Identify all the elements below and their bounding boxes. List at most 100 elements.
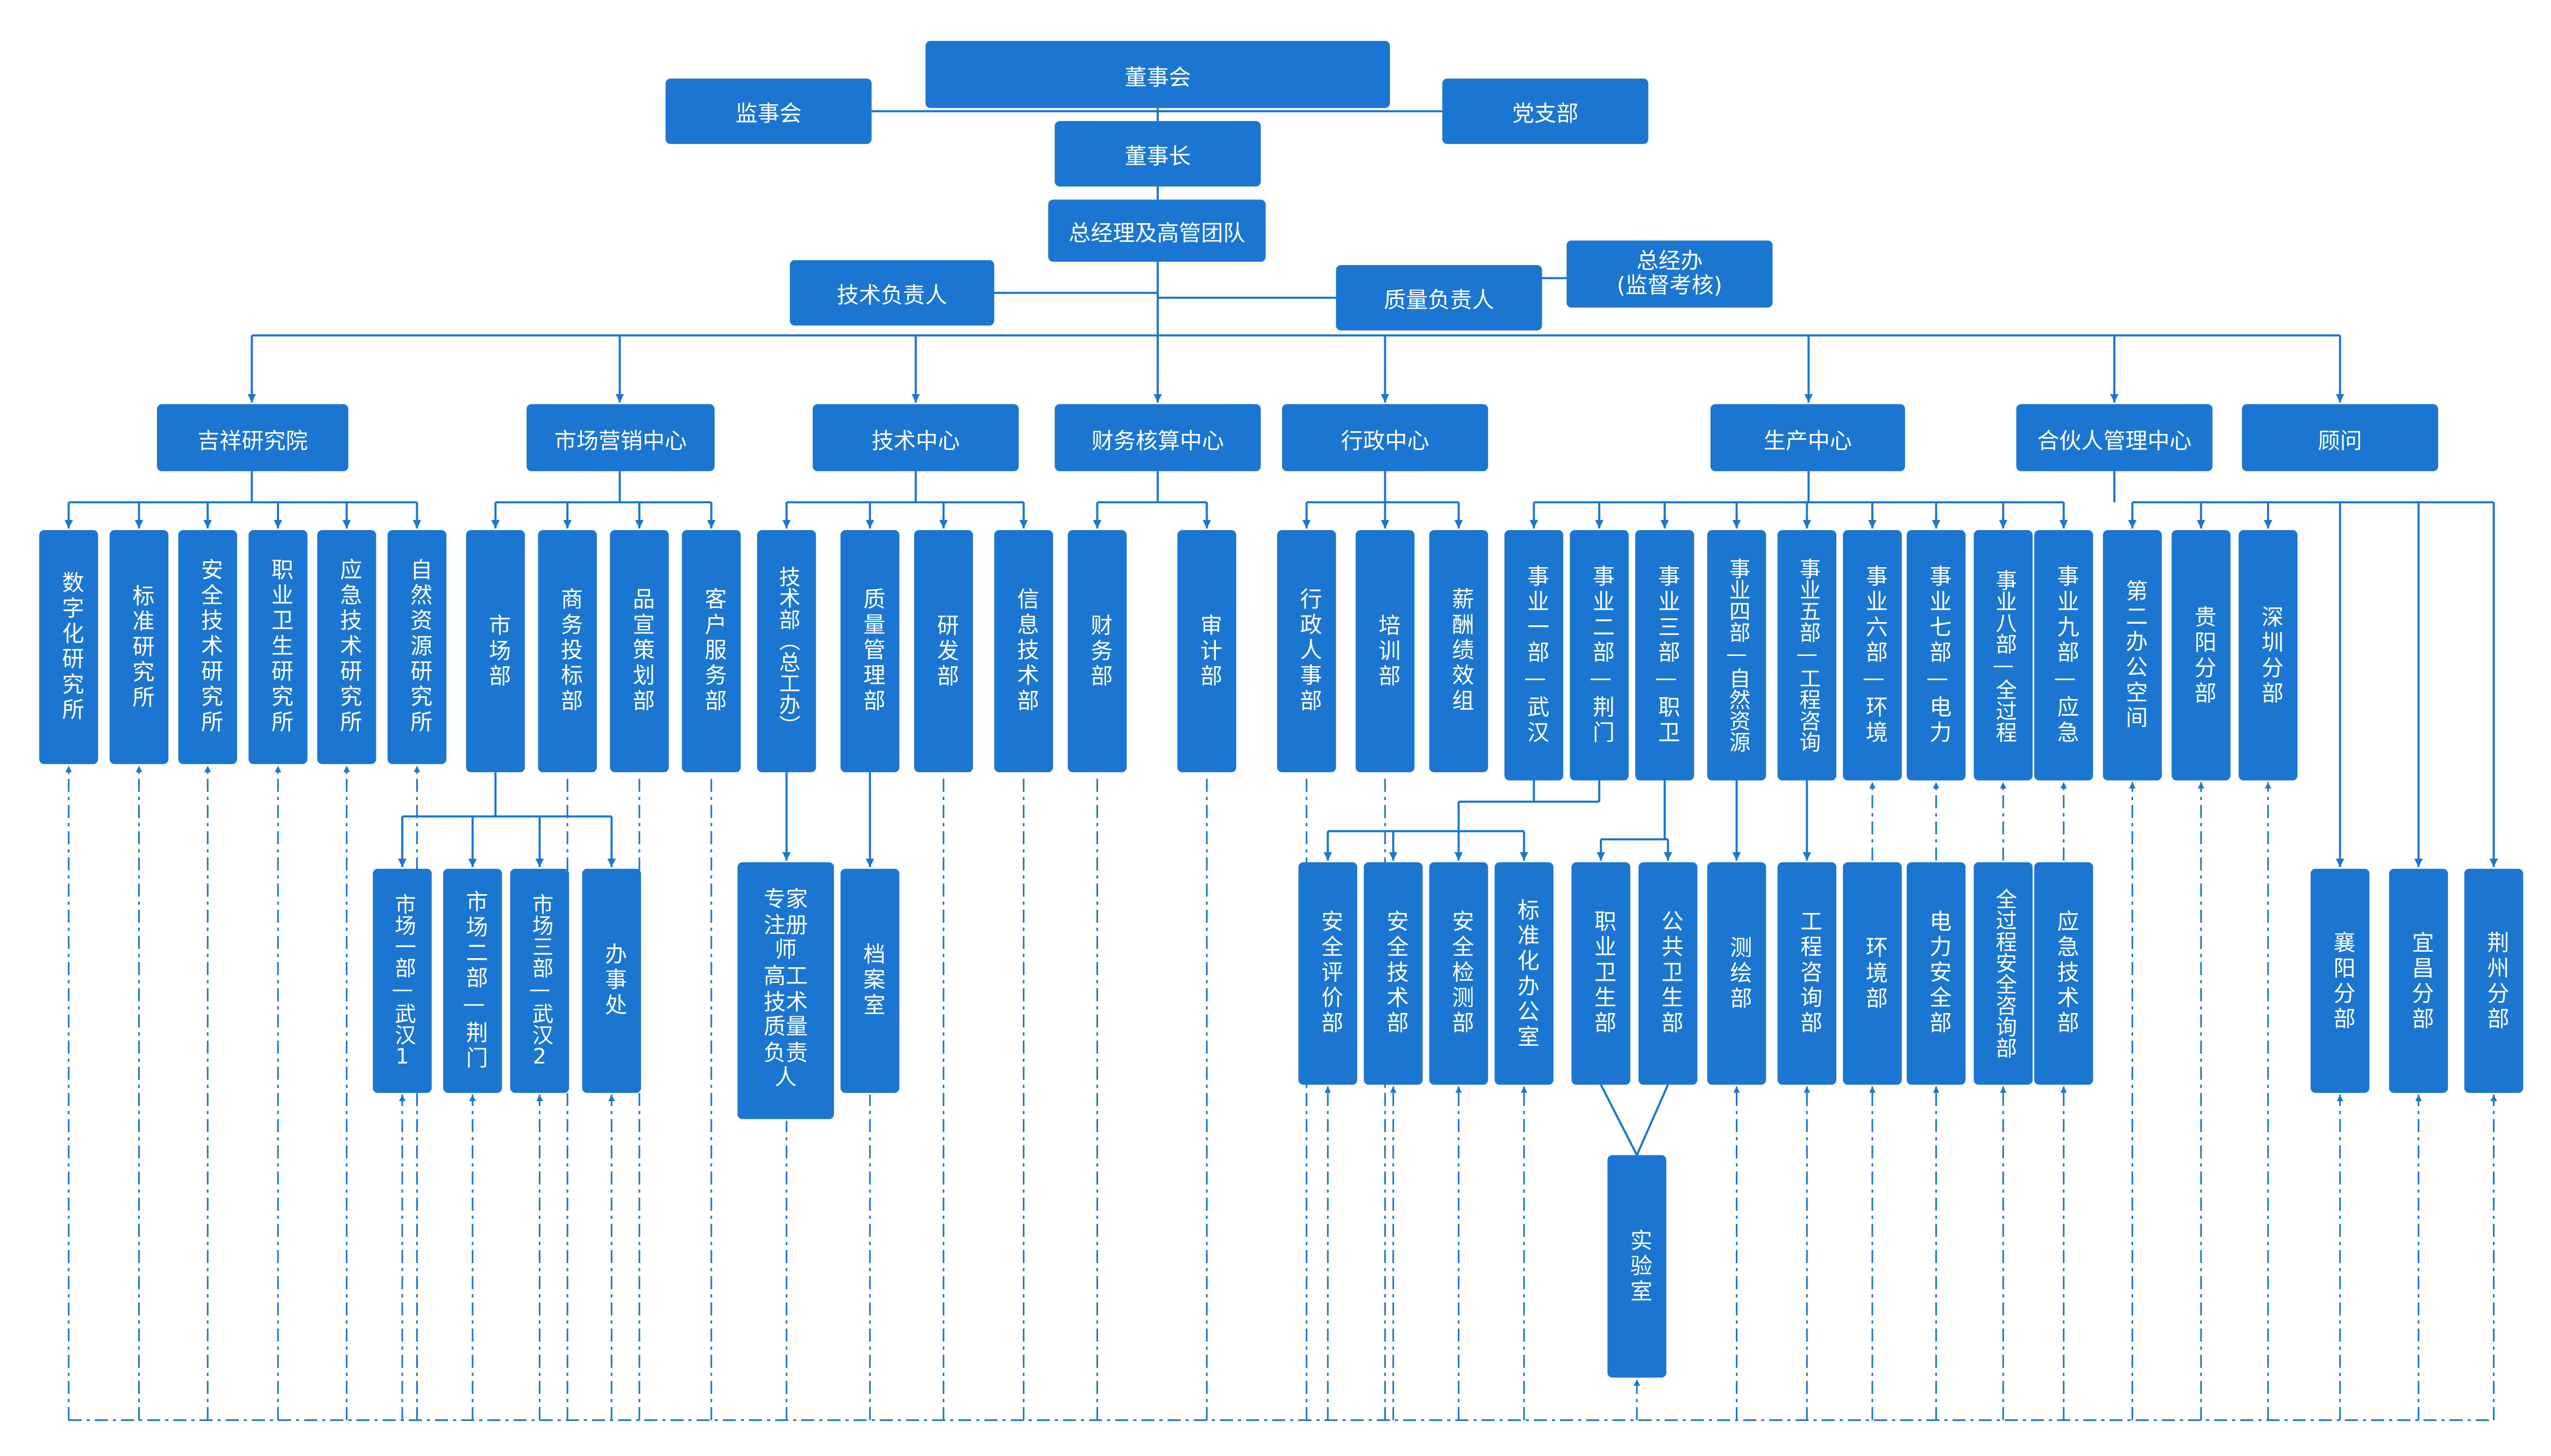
org-node-label: 监事会 [735,101,802,128]
org-node-xinxi[interactable]: 信息技术部 [994,530,1053,773]
org-node-shiyanshi[interactable]: 实验室 [1607,1155,1666,1378]
org-node-jixiang[interactable]: 吉祥研究院 [156,404,348,472]
org-node-dangzhibu[interactable]: 党支部 [1442,78,1649,144]
org-node-quanguocheng[interactable]: 全过程安全咨询部 [1973,862,2033,1085]
org-node-label: 商务投标部 [555,588,582,715]
org-node-zhiliangguanli[interactable]: 质量管理部 [840,530,900,773]
org-node-zhuanjia[interactable]: 专家注册师 高工技术质量负责人 [737,862,834,1119]
org-node-anquanjishu[interactable]: 安全技术部 [1364,862,1423,1085]
org-node-label: 信息技术部 [1011,588,1038,715]
org-node-dongshizhang[interactable]: 董事长 [1054,121,1261,187]
org-node-label: 专家注册师 高工技术质量负责人 [764,887,808,1091]
org-node-sy6[interactable]: 事业六部—环境 [1843,530,1902,781]
org-node-anquanjishu_yjs[interactable]: 安全技术研究所 [178,530,237,765]
org-node-gongchengzixun[interactable]: 工程咨询部 [1777,862,1837,1085]
org-node-label: 应急技术部 [2051,910,2078,1037]
org-node-label: 事业一部—武汉 [1522,564,1549,746]
org-node-yanfa[interactable]: 研发部 [914,530,973,773]
org-node-zhiyeweisheng[interactable]: 职业卫生部 [1571,862,1630,1085]
org-node-label: 行政中心 [1341,427,1429,454]
org-node-caiwubu[interactable]: 财务部 [1067,530,1127,773]
org-node-zhiliangfuzeren[interactable]: 质量负责人 [1336,265,1542,331]
org-node-label: 事业九部—应急 [2051,564,2078,746]
org-node-sy7[interactable]: 事业七部—电力 [1906,530,1966,781]
org-node-zhiyeweisheng_yjs[interactable]: 职业卫生研究所 [248,530,308,765]
org-node-di2ban[interactable]: 第二办公空间 [2103,530,2162,781]
org-node-sc2[interactable]: 市场二部—荆门 [443,868,502,1093]
org-node-label: 市场一部—武汉1 [390,892,415,1069]
org-node-biaozhunhua[interactable]: 标准化办公室 [1494,862,1554,1085]
org-node-xinchou[interactable]: 薪酬绩效组 [1429,530,1488,773]
org-node-xingzheng[interactable]: 行政中心 [1282,404,1488,472]
org-node-jishufuzeren[interactable]: 技术负责人 [789,260,994,326]
org-node-gonggongweisheng[interactable]: 公共卫生部 [1638,862,1698,1085]
org-node-label: 财务部 [1085,613,1112,689]
org-node-sy4[interactable]: 事业四部—自然资源 [1707,530,1766,781]
org-node-caiwu[interactable]: 财务核算中心 [1054,404,1261,472]
org-node-label: 技术部（总工办） [774,566,799,737]
org-node-sy5[interactable]: 事业五部—工程咨询 [1777,530,1837,781]
org-node-label: 标准研究所 [127,583,154,711]
org-node-hehuoren[interactable]: 合伙人管理中心 [2016,404,2213,472]
org-node-sc3[interactable]: 市场三部—武汉2 [510,868,569,1093]
org-node-label: 审计部 [1195,613,1221,689]
org-node-label: 总经办 (监督考核) [1616,248,1722,299]
org-node-label: 工程咨询部 [1795,910,1821,1037]
org-node-shenji[interactable]: 审计部 [1177,530,1236,773]
org-node-dangan[interactable]: 档案室 [840,868,900,1093]
org-node-dongshihui[interactable]: 董事会 [925,41,1390,108]
org-node-xingzhengrenshi[interactable]: 行政人事部 [1277,530,1336,773]
org-node-jingzhou[interactable]: 荆州分部 [2464,868,2524,1093]
org-node-guiyang[interactable]: 贵阳分部 [2171,530,2231,781]
org-node-shengchan[interactable]: 生产中心 [1710,404,1905,472]
org-node-guwen[interactable]: 顾问 [2242,404,2439,472]
org-node-anquanjiance[interactable]: 安全检测部 [1429,862,1488,1085]
org-node-shuzihua[interactable]: 数字化研究所 [39,530,98,765]
org-node-shangwu[interactable]: 商务投标部 [538,530,597,773]
org-node-sy2[interactable]: 事业二部—荆门 [1570,530,1629,781]
org-node-jishubu[interactable]: 技术部（总工办） [757,530,816,773]
org-node-label: 薪酬绩效组 [1446,588,1473,715]
org-node-label: 深圳分部 [2256,604,2283,706]
org-node-label: 质量管理部 [858,588,885,715]
org-node-label: 职业卫生研究所 [266,558,293,736]
org-node-label: 安全检测部 [1446,910,1473,1037]
org-node-banshichu[interactable]: 办事处 [582,868,642,1093]
org-node-yingjijishu[interactable]: 应急技术部 [2034,862,2093,1085]
org-node-anquanpingjia[interactable]: 安全评价部 [1298,862,1358,1085]
org-node-huanjing[interactable]: 环境部 [1843,862,1902,1085]
org-node-kehu[interactable]: 客户服务部 [682,530,741,773]
org-node-label: 数字化研究所 [56,571,83,724]
org-node-label: 应急技术研究所 [334,558,361,736]
org-node-sc1[interactable]: 市场一部—武汉1 [373,868,432,1093]
org-node-label: 事业四部—自然资源 [1724,558,1749,753]
org-node-xiangyang[interactable]: 襄阳分部 [2310,868,2370,1093]
org-node-label: 董事会 [1124,65,1191,91]
org-node-peixun[interactable]: 培训部 [1355,530,1415,773]
org-node-sy3[interactable]: 事业三部—职卫 [1635,530,1694,781]
org-node-ziranziyuan_yjs[interactable]: 自然资源研究所 [387,530,447,765]
org-node-label: 档案室 [858,943,885,1019]
org-node-zongjingli[interactable]: 总经理及高管团队 [1048,199,1266,262]
org-node-yingjijishu_yjs[interactable]: 应急技术研究所 [317,530,376,765]
org-node-sy9[interactable]: 事业九部—应急 [2034,530,2093,781]
org-node-sy1[interactable]: 事业一部—武汉 [1504,530,1564,781]
org-node-sy8[interactable]: 事业八部—全过程 [1973,530,2033,781]
org-node-yichang[interactable]: 宜昌分部 [2389,868,2448,1093]
org-node-pinxuan[interactable]: 品宣策划部 [610,530,669,773]
org-node-dianli[interactable]: 电力安全部 [1906,862,1966,1085]
org-node-label: 电力安全部 [1924,910,1951,1037]
org-node-zongjingban[interactable]: 总经办 (监督考核) [1566,240,1773,308]
org-node-label: 事业五部—工程咨询 [1794,558,1820,753]
org-node-shichangbu[interactable]: 市场部 [466,530,525,773]
org-node-jishuzhongxin[interactable]: 技术中心 [813,404,1019,472]
org-node-label: 党支部 [1512,101,1579,128]
org-node-shenzhen[interactable]: 深圳分部 [2239,530,2298,781]
org-node-label: 贵阳分部 [2189,604,2215,706]
org-node-cehui[interactable]: 测绘部 [1707,862,1766,1085]
org-node-biaozhun[interactable]: 标准研究所 [109,530,169,765]
org-node-shichangyingxiao[interactable]: 市场营销中心 [526,404,715,472]
org-node-jianshihui[interactable]: 监事会 [665,78,872,144]
